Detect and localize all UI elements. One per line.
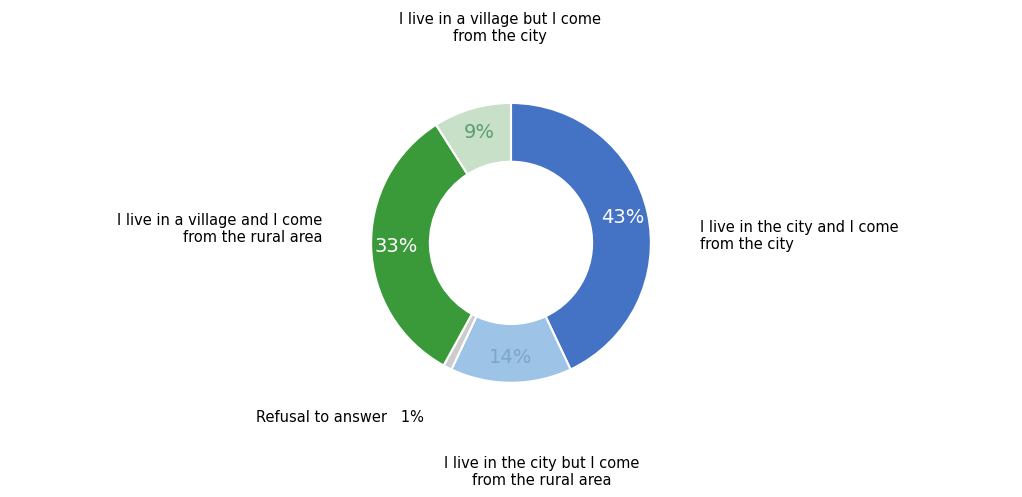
Text: I live in the city and I come
from the city: I live in the city and I come from the c… [700,220,898,252]
Text: 9%: 9% [464,123,495,142]
Text: I live in a village but I come
from the city: I live in a village but I come from the … [399,12,601,44]
Text: 33%: 33% [375,237,418,256]
Wedge shape [452,316,570,383]
Text: I live in a village and I come
from the rural area: I live in a village and I come from the … [117,213,322,245]
Wedge shape [436,103,511,174]
Wedge shape [371,125,472,365]
Text: 43%: 43% [601,208,645,227]
Wedge shape [511,103,651,369]
Text: I live in the city but I come
from the rural area: I live in the city but I come from the r… [445,456,640,488]
Text: 14%: 14% [490,348,532,367]
Wedge shape [444,314,476,369]
Text: Refusal to answer   1%: Refusal to answer 1% [257,410,424,425]
